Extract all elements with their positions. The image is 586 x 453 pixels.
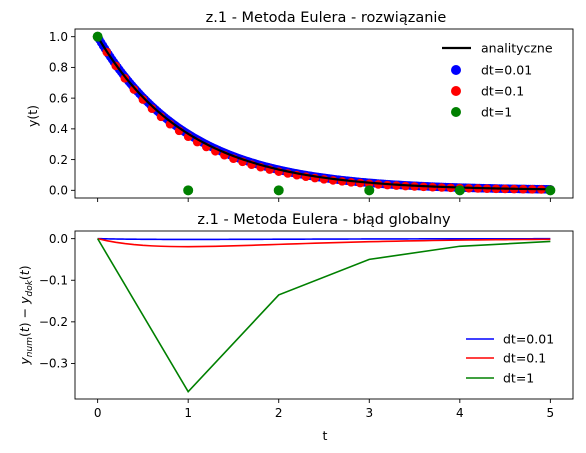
error-dt01-line bbox=[97, 237, 551, 248]
y-tick-label: 1.0 bbox=[49, 30, 68, 44]
y-tick-label: 0.8 bbox=[49, 61, 68, 75]
point-dt1 bbox=[545, 185, 556, 196]
legend-analityczne-label: analityczne bbox=[481, 41, 553, 56]
point-dt1 bbox=[454, 185, 465, 196]
y-tick-label: −0.3 bbox=[39, 357, 68, 371]
series-analityczne-line bbox=[96, 36, 551, 191]
error-axes-frame bbox=[74, 230, 574, 400]
error-dt001-line bbox=[97, 237, 551, 241]
y-tick-label: 0.0 bbox=[49, 232, 68, 246]
series-dt1-markers bbox=[92, 31, 556, 196]
x-tick-label: 3 bbox=[365, 406, 373, 420]
x-tick-label: 0 bbox=[94, 406, 102, 420]
point-dt1 bbox=[92, 31, 103, 42]
legend-err-dt01-label: dt=0.1 bbox=[503, 351, 546, 366]
legend-dt001-label: dt=0.01 bbox=[481, 63, 532, 78]
point-dt01 bbox=[328, 176, 338, 185]
point-dt01 bbox=[129, 85, 139, 94]
y-tick-label: 0.6 bbox=[49, 91, 68, 105]
x-tick-label: 5 bbox=[547, 406, 555, 420]
y-tick-label: 0.0 bbox=[49, 184, 68, 198]
error-plot-area bbox=[96, 237, 551, 394]
error-legend: dt=0.01 dt=0.1 dt=1 bbox=[466, 332, 554, 386]
legend-err-dt1-label: dt=1 bbox=[503, 371, 534, 386]
error-dt1-line bbox=[96, 238, 551, 394]
legend-dt01-label: dt=0.1 bbox=[481, 84, 524, 99]
y-tick-label: 0.2 bbox=[49, 153, 68, 167]
y-tick-label: 0.4 bbox=[49, 122, 68, 136]
point-dt1 bbox=[183, 185, 194, 196]
y-tick-label: −0.2 bbox=[39, 315, 68, 329]
x-tick-label: 2 bbox=[275, 406, 283, 420]
legend-dt01-swatch bbox=[451, 86, 461, 96]
legend-dt1-label: dt=1 bbox=[481, 105, 512, 120]
error-xlabel: t bbox=[323, 428, 328, 443]
solution-plot-area bbox=[92, 31, 556, 196]
error-y-ticks: 0.0 −0.1 −0.2 −0.3 bbox=[39, 232, 75, 371]
x-tick-label: 1 bbox=[184, 406, 192, 420]
point-dt01 bbox=[138, 95, 148, 104]
error-subplot: z.1 - Metoda Eulera - błąd globalny ynum… bbox=[17, 212, 574, 443]
y-tick-label: −0.1 bbox=[39, 274, 68, 288]
solution-y-ticks: 0.0 0.2 0.4 0.6 0.8 1.0 bbox=[49, 30, 75, 198]
solution-subplot: z.1 - Metoda Eulera - rozwiązanie y(t) 0… bbox=[25, 10, 574, 202]
point-dt1 bbox=[273, 185, 284, 196]
solution-x-ticks bbox=[97, 198, 551, 202]
solution-title: z.1 - Metoda Eulera - rozwiązanie bbox=[206, 10, 447, 26]
solution-ylabel: y(t) bbox=[25, 105, 40, 127]
series-dt01-markers bbox=[93, 32, 555, 194]
point-dt1 bbox=[364, 185, 375, 196]
error-title: z.1 - Metoda Eulera - błąd globalny bbox=[197, 212, 451, 228]
legend-dt001-swatch bbox=[451, 65, 461, 75]
solution-legend: analityczne dt=0.01 dt=0.1 dt=1 bbox=[442, 41, 553, 120]
solution-axes-frame bbox=[74, 28, 574, 199]
error-ylabel: ynum(t) − ydok(t) bbox=[17, 265, 35, 365]
legend-dt1-swatch bbox=[451, 107, 461, 117]
x-tick-label: 4 bbox=[456, 406, 464, 420]
error-x-ticks: 0 1 2 3 4 5 bbox=[94, 399, 554, 420]
legend-err-dt001-label: dt=0.01 bbox=[503, 332, 554, 347]
